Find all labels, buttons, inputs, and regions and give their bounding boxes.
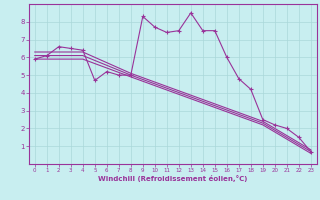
X-axis label: Windchill (Refroidissement éolien,°C): Windchill (Refroidissement éolien,°C) bbox=[98, 175, 247, 182]
